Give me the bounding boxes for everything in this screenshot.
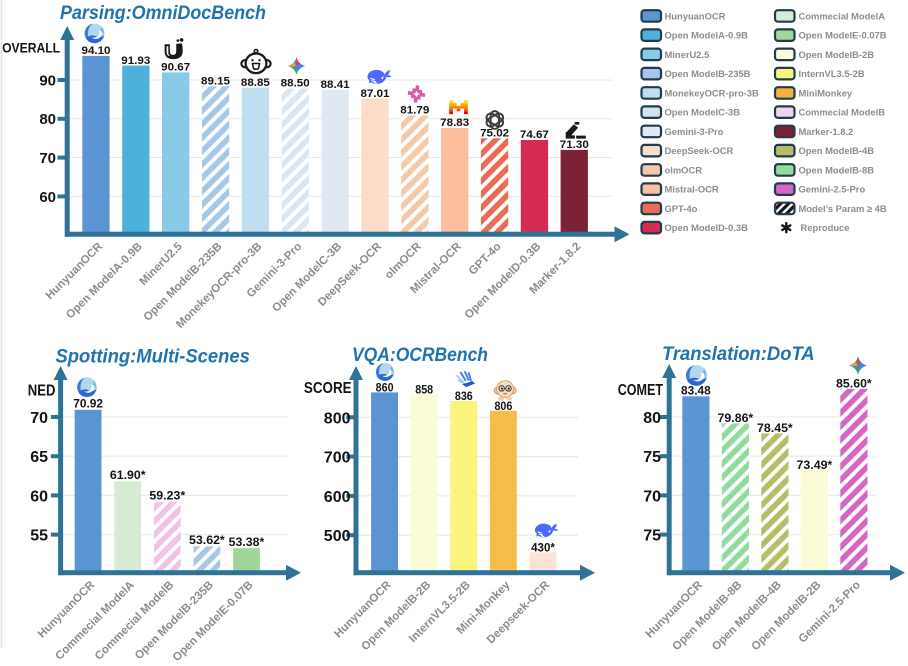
svg-text:VQA:OCRBench: VQA:OCRBench: [352, 345, 488, 366]
svg-text:87.01: 87.01: [361, 88, 391, 100]
svg-text:88.85: 88.85: [241, 77, 271, 89]
svg-text:Model’s Param ≥ 4B: Model’s Param ≥ 4B: [799, 203, 887, 214]
svg-text:85.60*: 85.60*: [836, 376, 872, 390]
svg-text:Reproduce: Reproduce: [801, 222, 850, 233]
svg-text:430*: 430*: [531, 540, 555, 554]
svg-text:Commecial ModelA: Commecial ModelA: [799, 10, 886, 21]
svg-text:806: 806: [494, 399, 512, 413]
svg-text:91.93: 91.93: [121, 55, 150, 67]
svg-text:89.15: 89.15: [201, 76, 231, 88]
svg-text:94.10: 94.10: [82, 45, 111, 57]
svg-text:81.79: 81.79: [400, 105, 429, 117]
svg-text:65: 65: [30, 449, 48, 466]
svg-text:800: 800: [324, 410, 351, 427]
svg-text:Gemini-3-Pro: Gemini-3-Pro: [665, 126, 724, 137]
svg-text:NED: NED: [28, 382, 56, 399]
svg-text:61.90*: 61.90*: [110, 468, 146, 482]
svg-text:90: 90: [39, 72, 56, 89]
svg-text:60: 60: [39, 189, 56, 206]
svg-text:59.23*: 59.23*: [149, 488, 185, 502]
svg-text:DeepSeek-OCR: DeepSeek-OCR: [665, 145, 734, 156]
svg-text:Open ModelE-0.07B: Open ModelE-0.07B: [799, 30, 887, 41]
svg-text:HunyuanOCR: HunyuanOCR: [665, 10, 726, 21]
svg-text:Parsing:OmniDocBench: Parsing:OmniDocBench: [60, 3, 266, 24]
svg-text:Translation:DoTA: Translation:DoTA: [662, 344, 815, 365]
svg-text:Open ModelA-0.9B: Open ModelA-0.9B: [665, 30, 749, 41]
svg-text:MinerU2.5: MinerU2.5: [665, 49, 710, 60]
svg-text:860: 860: [376, 380, 394, 394]
svg-text:500: 500: [324, 528, 351, 545]
svg-text:75: 75: [643, 449, 661, 466]
svg-text:70: 70: [39, 150, 56, 167]
svg-text:OVERALL: OVERALL: [2, 40, 60, 55]
svg-text:836: 836: [455, 389, 473, 403]
svg-text:70: 70: [30, 410, 48, 427]
svg-text:73.49*: 73.49*: [797, 458, 833, 472]
svg-text:53.62*: 53.62*: [189, 533, 225, 547]
svg-text:600: 600: [324, 489, 351, 506]
svg-text:80: 80: [643, 410, 661, 427]
svg-text:Open ModelB-8B: Open ModelB-8B: [799, 164, 875, 175]
svg-text:79.86*: 79.86*: [718, 411, 754, 425]
svg-text:Commecial ModelB: Commecial ModelB: [799, 107, 886, 118]
svg-text:olmOCR: olmOCR: [665, 164, 703, 175]
svg-text:88.41: 88.41: [321, 79, 351, 91]
svg-text:71.30: 71.30: [560, 139, 589, 151]
svg-text:74.67: 74.67: [520, 129, 549, 141]
svg-text:83.48: 83.48: [681, 384, 711, 398]
svg-text:88.50: 88.50: [281, 78, 310, 90]
svg-text:Open ModelB-235B: Open ModelB-235B: [665, 68, 751, 79]
svg-text:GPT-4o: GPT-4o: [665, 203, 698, 214]
svg-text:MiniMonkey: MiniMonkey: [799, 87, 853, 98]
svg-text:75: 75: [643, 528, 661, 545]
svg-text:55: 55: [30, 528, 48, 545]
svg-text:Open ModelB-4B: Open ModelB-4B: [799, 145, 875, 156]
svg-text:60: 60: [30, 488, 48, 505]
svg-text:90.67: 90.67: [161, 62, 190, 74]
svg-text:78.45*: 78.45*: [757, 421, 793, 435]
svg-text:MonekeyOCR-pro-3B: MonekeyOCR-pro-3B: [665, 87, 760, 98]
svg-text:COMET: COMET: [618, 382, 664, 399]
svg-text:Gemini-2.5-Pro: Gemini-2.5-Pro: [799, 184, 866, 195]
svg-text:700: 700: [324, 450, 351, 467]
svg-text:75.02: 75.02: [480, 127, 509, 139]
svg-text:Open ModelC-3B: Open ModelC-3B: [665, 107, 741, 118]
svg-text:78.83: 78.83: [440, 117, 469, 129]
svg-text:Marker-1.8.2: Marker-1.8.2: [799, 126, 854, 137]
svg-text:InternVL3.5-2B: InternVL3.5-2B: [799, 68, 865, 79]
svg-text:Spotting:Multi-Scenes: Spotting:Multi-Scenes: [56, 346, 250, 367]
svg-text:53.38*: 53.38*: [229, 535, 265, 549]
svg-text:Open ModelB-2B: Open ModelB-2B: [799, 49, 875, 60]
svg-text:Open ModelD-0.3B: Open ModelD-0.3B: [665, 222, 749, 233]
svg-text:70.92: 70.92: [73, 396, 103, 410]
svg-text:SCORE: SCORE: [304, 380, 352, 397]
svg-text:80: 80: [39, 111, 56, 128]
svg-text:858: 858: [415, 382, 433, 396]
svg-text:Mistral-OCR: Mistral-OCR: [665, 184, 719, 195]
svg-text:70: 70: [643, 488, 661, 505]
